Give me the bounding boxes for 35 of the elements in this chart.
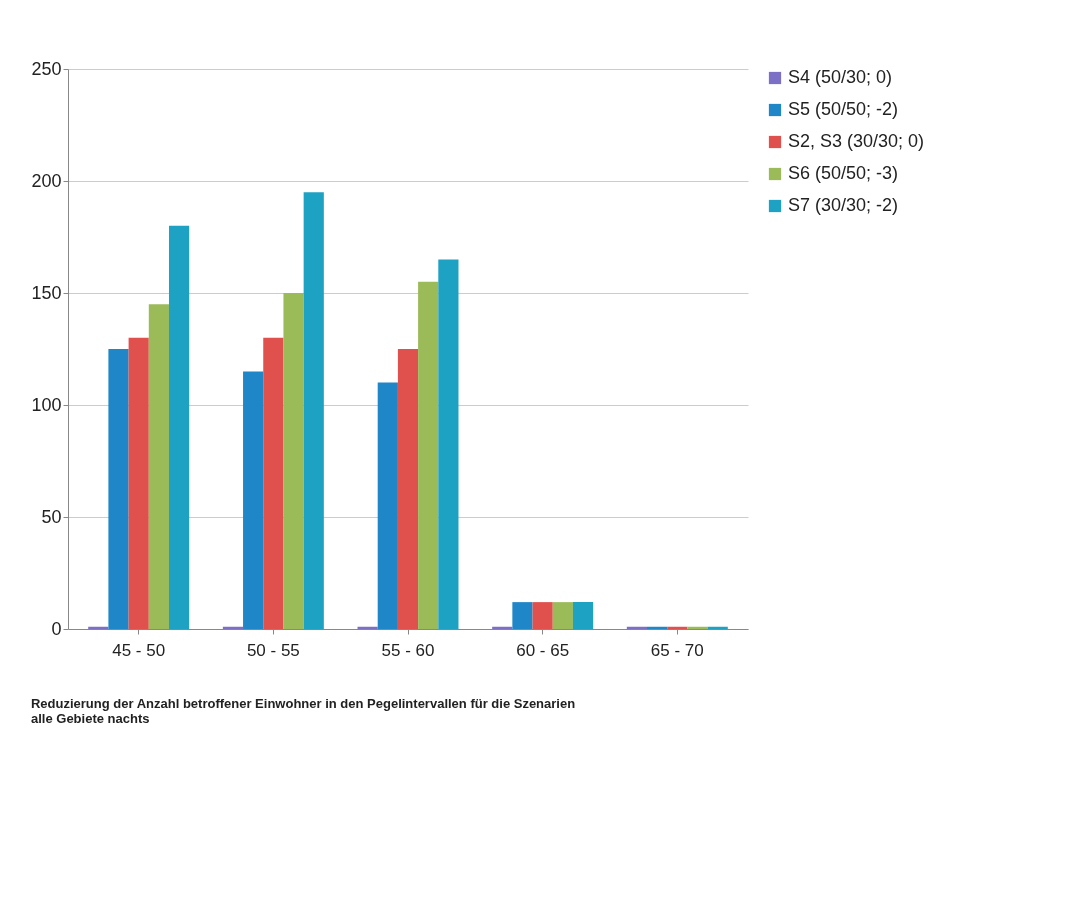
bar <box>512 602 533 629</box>
legend-label: S5 (50/50; -2) <box>788 99 899 119</box>
bar <box>108 349 129 629</box>
legend-label: S2, S3 (30/30; 0) <box>788 131 925 151</box>
legend-label: S7 (30/30; -2) <box>788 195 899 215</box>
bar <box>283 293 304 629</box>
legend-label: S4 (50/30; 0) <box>788 67 893 87</box>
y-tick-label: 250 <box>31 58 62 79</box>
y-tick-label: 100 <box>31 394 62 415</box>
x-tick-label: 65 - 70 <box>650 640 704 660</box>
bar <box>303 192 324 629</box>
bar <box>418 281 439 629</box>
bar <box>397 349 419 629</box>
bar <box>687 626 708 629</box>
bar <box>148 304 169 629</box>
x-tick-label: 50 - 55 <box>246 640 300 660</box>
bar <box>572 602 594 629</box>
bar <box>168 225 190 629</box>
bar <box>128 337 149 629</box>
legend-label: S6 (50/50; -3) <box>788 163 899 183</box>
y-tick-label: 150 <box>31 282 62 303</box>
bar <box>263 337 284 629</box>
bar <box>243 371 264 629</box>
y-tick-label: 50 <box>41 506 62 527</box>
x-tick-label: 55 - 60 <box>381 640 435 660</box>
y-tick-label: 0 <box>51 618 62 639</box>
y-tick-label: 200 <box>31 170 62 191</box>
text: alle Gebiete nachts <box>30 711 150 726</box>
bar <box>552 602 573 629</box>
bar <box>532 602 553 629</box>
bar <box>377 382 398 629</box>
bar <box>438 259 459 629</box>
text: Reduzierung der Anzahl betroffener Einwohner in den Pegelintervallen für die Szenarien <box>30 696 576 711</box>
x-tick-label: 45 - 50 <box>112 640 166 660</box>
x-tick-label: 60 - 65 <box>516 640 570 660</box>
